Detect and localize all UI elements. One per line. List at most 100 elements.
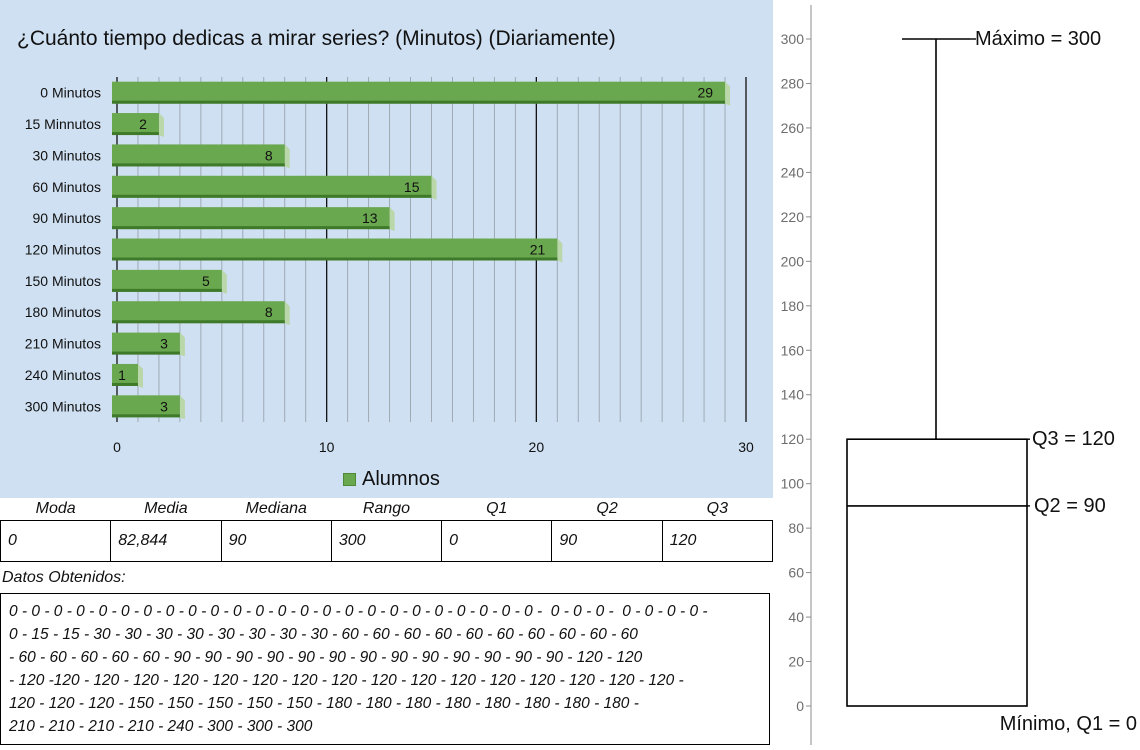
bar-shadow <box>112 351 180 355</box>
data-label: 3 <box>160 398 168 414</box>
datos-box: 0 - 0 - 0 - 0 - 0 - 0 - 0 - 0 - 0 - 0 - … <box>0 593 770 745</box>
y-tick-label: 200 <box>781 253 805 269</box>
q3-label: Q3 = 120 <box>1032 428 1115 450</box>
category-label: 210 Minutos <box>25 336 101 352</box>
bar <box>112 207 390 230</box>
y-tick-label: 280 <box>781 75 805 91</box>
stats-value-media: 82,844 <box>110 520 222 562</box>
data-label: 13 <box>362 210 378 226</box>
y-tick-label: 300 <box>781 31 805 47</box>
datos-line: 120 - 120 - 120 - 150 - 150 - 150 - 150 … <box>9 695 639 712</box>
legend-label: Alumnos <box>362 468 440 490</box>
stats-value-moda: 0 <box>0 520 112 562</box>
stats-header-mediana: Mediana <box>245 500 307 517</box>
y-tick-label: 160 <box>781 342 805 358</box>
bar-side <box>557 238 563 263</box>
data-label: 21 <box>530 242 546 258</box>
data-label: 15 <box>404 179 420 195</box>
bar-shadow <box>112 132 159 136</box>
bar-side <box>137 363 143 388</box>
x-tick-label: 30 <box>738 439 754 455</box>
data-label: 5 <box>202 273 210 289</box>
iqr-box <box>846 438 1028 707</box>
y-tick-label: 0 <box>796 698 804 714</box>
datos-line: 0 - 15 - 15 - 30 - 30 - 30 - 30 - 30 - 3… <box>9 626 638 643</box>
category-label: 60 Minutos <box>33 179 101 195</box>
bar-chart-title: ¿Cuánto tiempo dedicas a mirar series? (… <box>17 27 616 50</box>
stats-value-q1: 0 <box>441 520 553 562</box>
datos-line: 210 - 210 - 210 - 210 - 240 - 300 - 300 … <box>9 718 313 735</box>
stats-header-row: Moda Media Mediana Rango Q1 Q2 Q3 <box>1 498 773 521</box>
bar <box>112 301 285 324</box>
y-tick-label: 260 <box>781 120 805 136</box>
box-plot: 0 20 40 60 80 100 120 140 160 180 200 220 240 260 280 3… <box>781 5 1137 745</box>
datos-line: - 120 -120 - 120 - 120 - 120 - 120 - 120… <box>9 672 684 689</box>
bar-shadow <box>112 163 285 167</box>
bar-shadow <box>112 100 726 104</box>
category-label: 240 Minutos <box>25 367 101 383</box>
bar <box>112 238 558 261</box>
category-label: 300 Minutos <box>25 398 101 414</box>
x-tick-label: 20 <box>529 439 545 455</box>
category-label: 180 Minutos <box>25 304 101 320</box>
y-tick-label: 180 <box>781 298 805 314</box>
bar <box>112 269 222 292</box>
y-tick-label: 220 <box>781 209 805 225</box>
stats-value-q3: 120 <box>661 520 774 562</box>
category-label: 150 Minutos <box>25 273 101 289</box>
data-label: 3 <box>160 336 168 352</box>
stats-value-mediana: 90 <box>220 520 332 562</box>
stats-value-q2: 90 <box>551 520 663 562</box>
stats-value-rango: 300 <box>330 520 443 562</box>
datos-line: 0 - 0 - 0 - 0 - 0 - 0 - 0 - 0 - 0 - 0 - … <box>9 603 708 620</box>
stats-header-media: Media <box>144 500 188 517</box>
bar-shadow <box>112 382 138 386</box>
bar <box>112 81 726 104</box>
stats-header-rango: Rango <box>362 500 411 517</box>
category-label: 15 Minnutos <box>25 116 101 132</box>
bar <box>112 395 180 418</box>
bar-side <box>725 81 731 106</box>
bar-side <box>158 113 164 138</box>
bar-side <box>221 269 227 294</box>
data-label: 29 <box>697 85 713 101</box>
stats-value-row: 0 82,844 90 300 0 90 120 <box>0 520 774 562</box>
y-tick-label: 240 <box>781 164 805 180</box>
x-tick-label: 0 <box>113 439 121 455</box>
stats-header-q1: Q1 <box>486 500 508 517</box>
min-label: Mínimo, Q1 = 0 <box>1000 713 1137 735</box>
data-label: 8 <box>265 147 273 163</box>
bar-side <box>389 207 395 232</box>
stats-header-q3: Q3 <box>706 500 729 517</box>
category-label: 120 Minutos <box>25 242 101 258</box>
stats-table: Moda Media Mediana Rango Q1 Q2 Q3 0 82,8… <box>0 498 774 562</box>
q2-label: Q2 = 90 <box>1034 495 1106 517</box>
bar <box>112 363 138 386</box>
bar <box>112 175 432 198</box>
bar <box>112 144 285 167</box>
bar-side <box>431 175 437 200</box>
y-tick-label: 100 <box>781 476 805 492</box>
stats-header-moda: Moda <box>35 500 76 517</box>
bar-shadow <box>112 226 390 230</box>
bar <box>112 332 180 355</box>
y-tick-label: 140 <box>781 387 805 403</box>
bar-side <box>284 301 290 326</box>
bar-shadow <box>112 414 180 418</box>
x-tick-label: 10 <box>319 439 335 455</box>
category-label: 90 Minutos <box>33 210 101 226</box>
y-tick-label: 120 <box>781 431 805 447</box>
y-tick-label: 60 <box>788 565 804 581</box>
bar-shadow <box>112 320 285 324</box>
datos-line: - 60 - 60 - 60 - 60 - 60 - 90 - 90 - 90 … <box>9 649 643 666</box>
bar-shadow <box>112 194 432 198</box>
bar-side <box>284 144 290 169</box>
datos-label: Datos Obtenidos: <box>2 569 126 586</box>
stats-header-q2: Q2 <box>596 500 618 517</box>
y-tick-label: 20 <box>788 654 804 670</box>
bar-chart-legend: Alumnos <box>343 468 440 491</box>
max-label: Máximo = 300 <box>975 28 1101 50</box>
data-label: 8 <box>265 304 273 320</box>
y-tick-label: 80 <box>788 520 804 536</box>
bar-side <box>179 332 185 357</box>
